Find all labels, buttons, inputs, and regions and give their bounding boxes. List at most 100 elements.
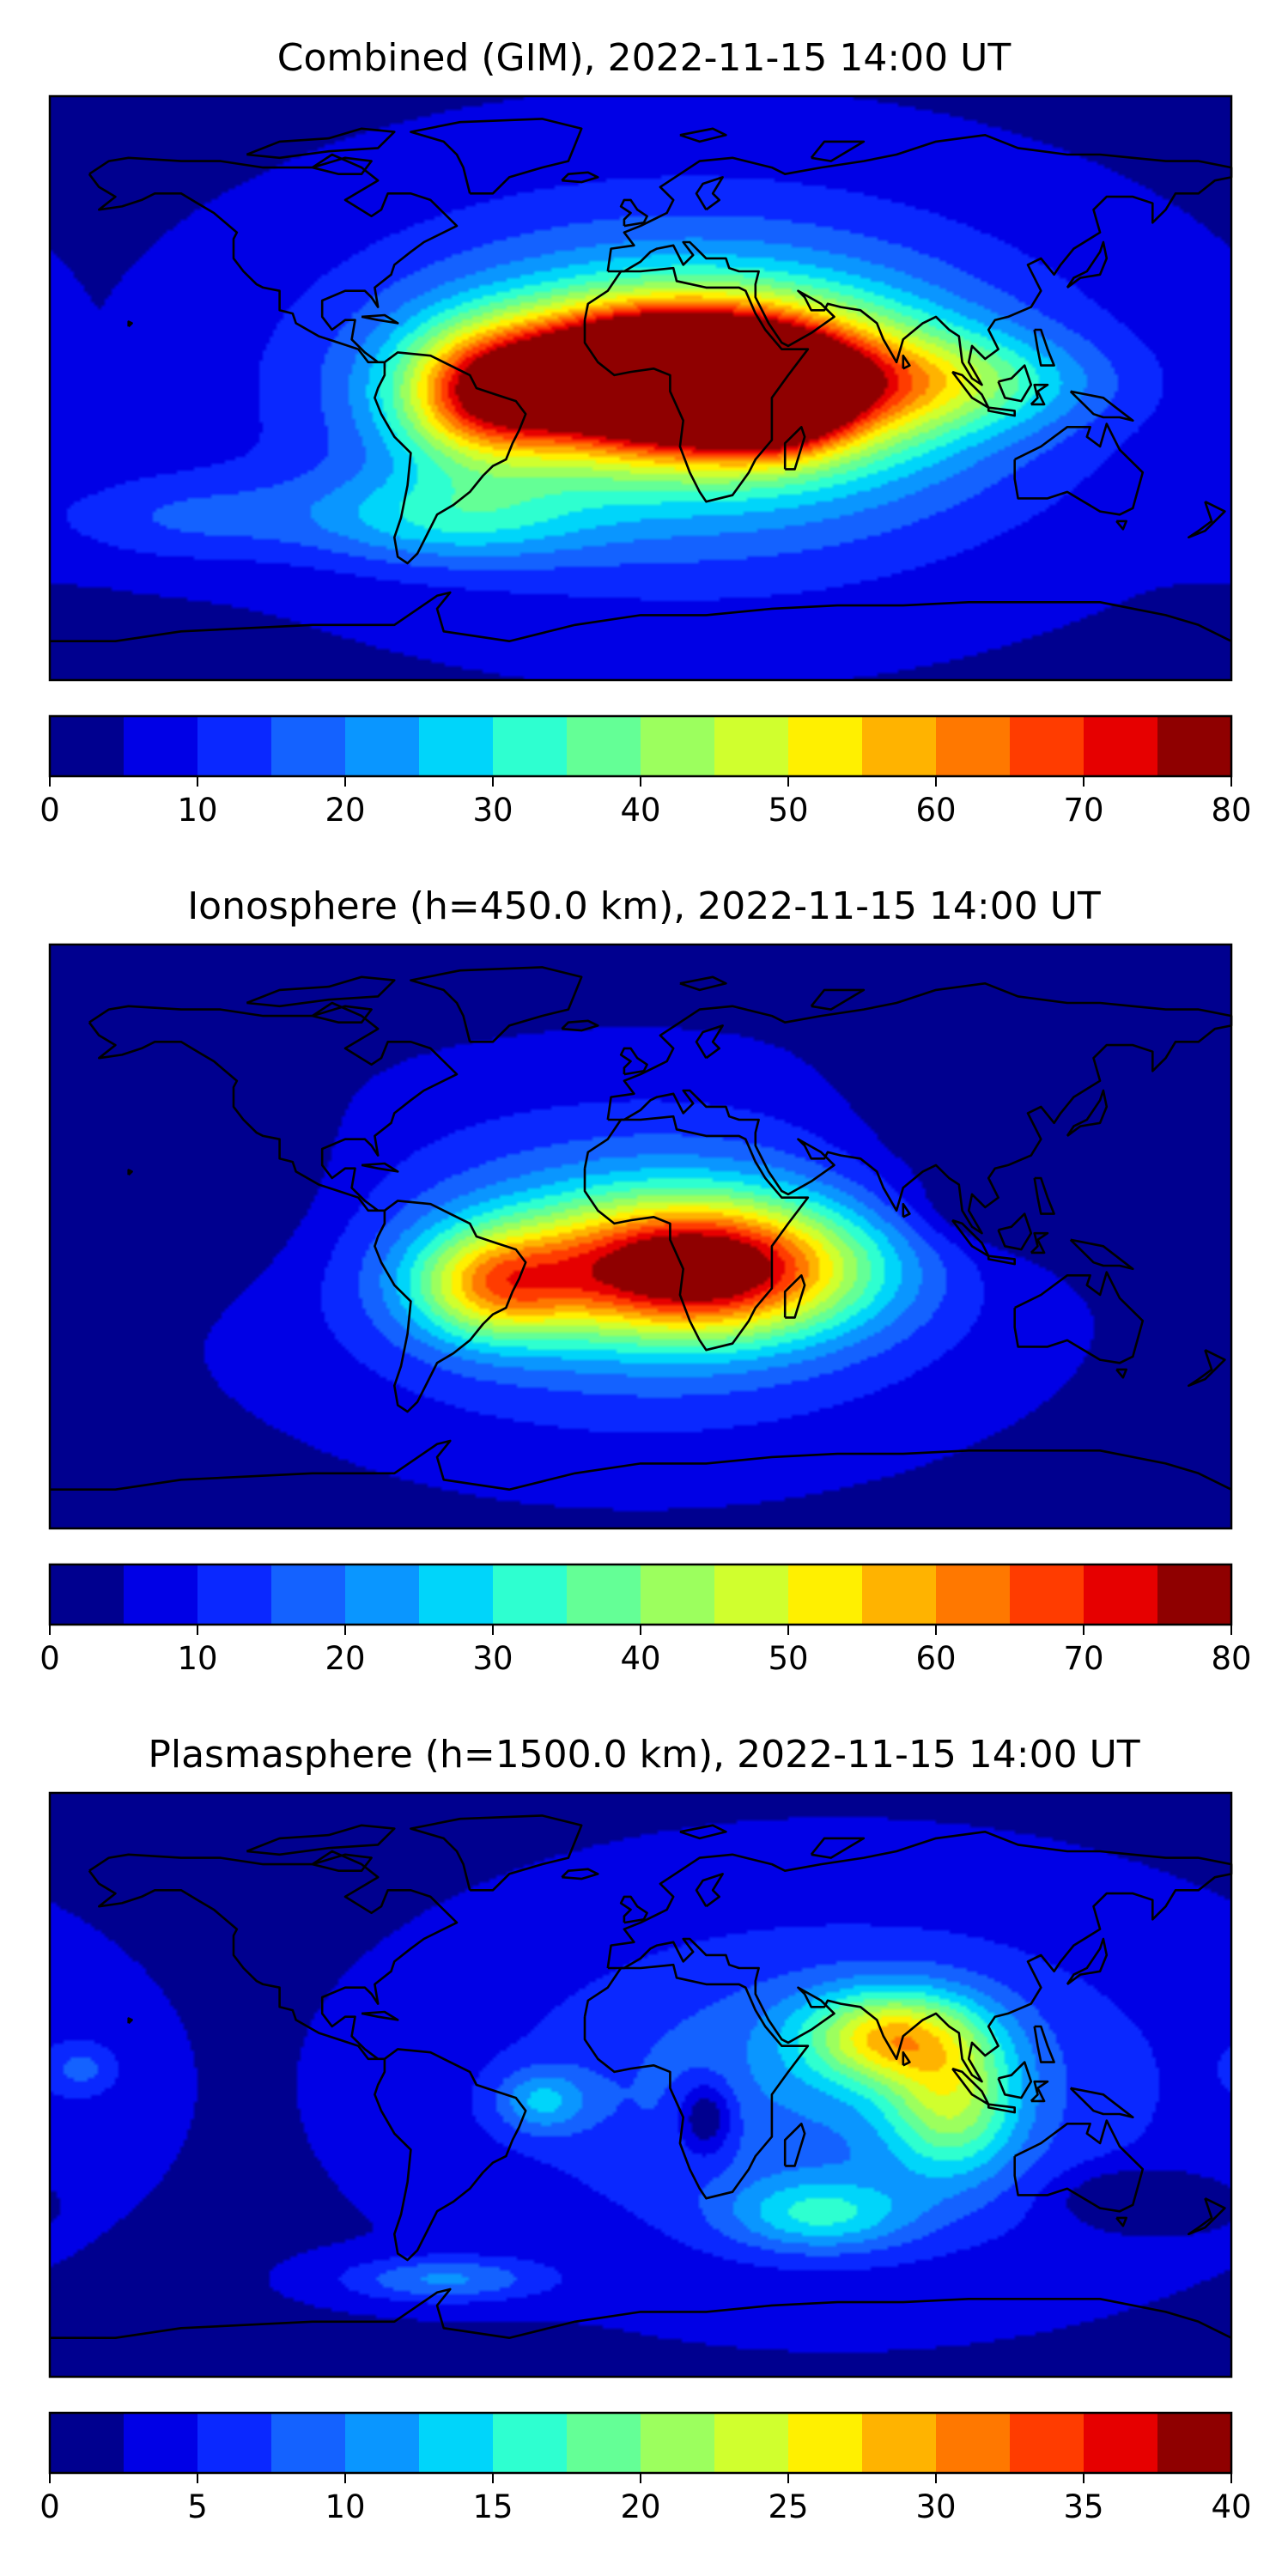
colorbar-segment [1010, 2413, 1084, 2473]
colorbar-tick: 60 [915, 792, 956, 829]
coastline [1188, 501, 1226, 539]
colorbar-segment [862, 716, 937, 776]
coastline [246, 975, 396, 1008]
map-plasmasphere [48, 1791, 1233, 2379]
coastline [1115, 2216, 1127, 2227]
colorbar-segment [493, 716, 568, 776]
colorbar-tick: 10 [177, 792, 217, 829]
colorbar-ticks-plasmasphere: 0 5 10 15 20 25 30 35 40 [39, 2488, 1251, 2525]
coastline [679, 975, 727, 992]
coastline [1115, 519, 1127, 531]
colorbar-ticks-ionosphere: 0 10 20 30 40 50 60 70 80 [39, 1640, 1251, 1677]
coastline [88, 1001, 459, 1212]
colorbar-tick: 0 [39, 792, 60, 829]
coastline [374, 1200, 527, 1413]
coastline [606, 134, 1233, 386]
map-frame [48, 1791, 1233, 2379]
coastline [997, 364, 1033, 403]
colorbar-tick: 5 [187, 2488, 208, 2525]
colorbar-segment [50, 1564, 125, 1625]
colorbar-segment [567, 716, 641, 776]
colorbar-segment [493, 2413, 568, 2473]
colorbar-tick: 15 [472, 2488, 513, 2525]
coastline [374, 2048, 527, 2262]
colorbar-segment [1010, 716, 1084, 776]
coastline [951, 370, 990, 409]
colorbar-segment [271, 2413, 346, 2473]
colorbar-segment [567, 1564, 641, 1625]
coastline [1066, 240, 1109, 289]
coastline [783, 2123, 806, 2167]
colorbar-tick: 80 [1211, 1640, 1251, 1677]
colorbar-segment [124, 1564, 198, 1625]
colorbar-segment [788, 1564, 863, 1625]
coastline [312, 1853, 373, 1872]
coastline [997, 1212, 1033, 1251]
colorbar-segment [419, 2413, 494, 2473]
colorbar-segment [1084, 716, 1158, 776]
coastline [1188, 1349, 1226, 1388]
coastline [410, 118, 583, 195]
colorbar-tick: 25 [768, 2488, 808, 2525]
coastline [1033, 1176, 1055, 1215]
colorbar-tick: 80 [1211, 792, 1251, 829]
colorbar-tick: 50 [768, 1640, 808, 1677]
coastline [410, 966, 583, 1043]
coastline [987, 2103, 1016, 2114]
coastlines [50, 118, 1233, 642]
coastline [606, 982, 1233, 1235]
colorbar-segment [641, 2413, 715, 2473]
coastline [810, 988, 866, 1011]
coastline [1013, 422, 1145, 516]
coastline [1030, 2080, 1049, 2103]
coastline [1033, 328, 1055, 367]
colorbar-segment [345, 716, 420, 776]
coastline [312, 156, 373, 175]
colorbar-segment [197, 2413, 272, 2473]
colorbar-tick: 30 [472, 792, 513, 829]
colorbar-segment [1157, 2413, 1232, 2473]
panel-title-combined: Combined (GIM), 2022-11-15 14:00 UT [277, 36, 1012, 80]
coastline [583, 1115, 810, 1352]
colorbar-combined [48, 714, 1233, 787]
colorbar-segment [271, 716, 346, 776]
coastline [1030, 1231, 1049, 1255]
colorbar-tick: 10 [325, 2488, 365, 2525]
colorbar-segment [714, 2413, 789, 2473]
colorbar-ticks-combined: 0 10 20 30 40 50 60 70 80 [39, 792, 1251, 829]
panel-ionosphere: Ionosphere (h=450.0 km), 2022-11-15 14:0… [39, 884, 1251, 1677]
coastline [987, 1255, 1016, 1266]
colorbar-segment [862, 1564, 937, 1625]
coastline [679, 127, 727, 143]
colorbar-tick: 40 [620, 1640, 660, 1677]
colorbar-tick: 10 [177, 1640, 217, 1677]
colorbar-tick: 30 [915, 2488, 956, 2525]
coastline [810, 1837, 866, 1859]
coastline [783, 1274, 806, 1319]
colorbar-segment [197, 1564, 272, 1625]
coastline [561, 171, 599, 184]
coastline [695, 176, 724, 211]
coastline [312, 1005, 373, 1024]
contour-field [50, 96, 1231, 680]
colorbar-segment [197, 716, 272, 776]
colorbar-segment [124, 2413, 198, 2473]
colorbar-segment [345, 1564, 420, 1625]
colorbar-tick: 40 [1211, 2488, 1251, 2525]
colorbar-segment [641, 1564, 715, 1625]
colorbar-tick: 20 [325, 1640, 365, 1677]
coastline [361, 2010, 399, 2021]
coastline [606, 1831, 1233, 2083]
coastline [1115, 1368, 1127, 1379]
coastline [127, 1169, 133, 1176]
coastline [619, 1895, 648, 1924]
coastline [583, 266, 810, 503]
coastline [246, 1824, 396, 1856]
coastline [374, 351, 527, 565]
coastline [50, 591, 1232, 642]
colorbar-tick: 0 [39, 2488, 60, 2525]
colorbar-segment [50, 716, 125, 776]
coastline [1069, 1238, 1134, 1271]
coastline [561, 1019, 599, 1032]
